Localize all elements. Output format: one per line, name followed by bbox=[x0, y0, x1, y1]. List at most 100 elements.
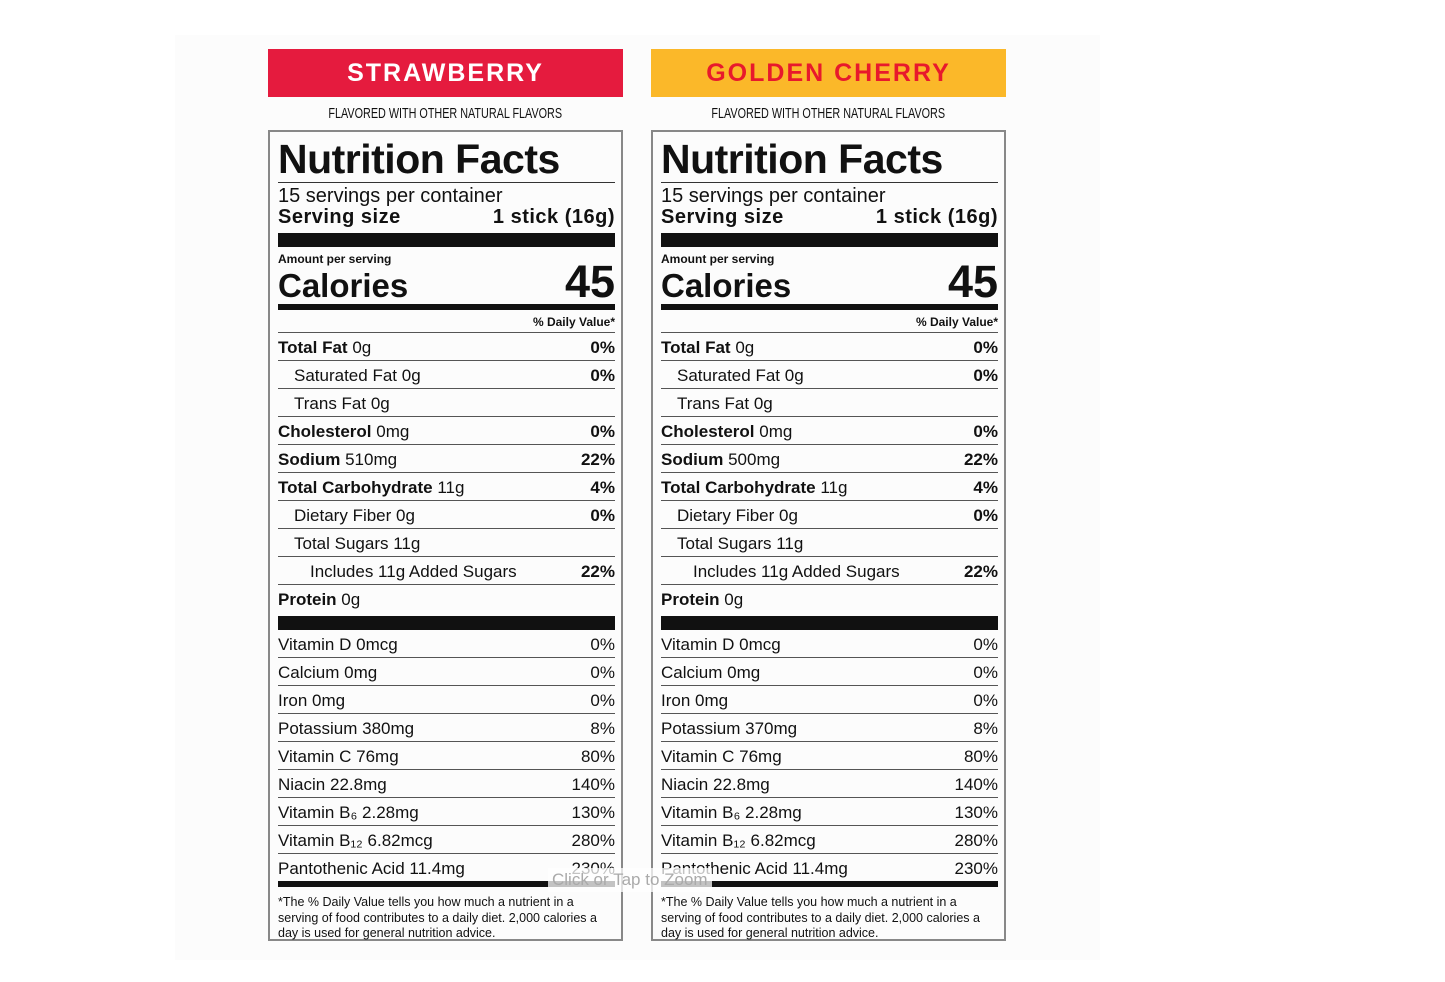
nutrient-row: Saturated Fat 0g 0% bbox=[278, 361, 615, 389]
footnote: *The % Daily Value tells you how much a … bbox=[278, 895, 597, 940]
nutrient-amount: 0g bbox=[724, 590, 744, 609]
facts-box: Nutrition Facts 15 servings per container… bbox=[651, 130, 1006, 941]
divider bbox=[278, 233, 615, 247]
nutrient-amount: 0mg bbox=[376, 422, 410, 441]
vitamin-row: Vitamin C 76mg 80% bbox=[661, 742, 998, 770]
vitamin-amount: 370mg bbox=[745, 719, 798, 738]
vitamin-dv: 8% bbox=[973, 719, 998, 738]
footnote: *The % Daily Value tells you how much a … bbox=[661, 895, 980, 940]
nutrient-amount: 0g bbox=[753, 394, 773, 413]
vitamin: Potassium 370mg bbox=[661, 714, 797, 741]
vitamin-row: Potassium 370mg 8% bbox=[661, 714, 998, 742]
vitamin-dv: 0% bbox=[973, 691, 998, 710]
nutrient-amount: 0g bbox=[779, 506, 798, 525]
nutrition-label: STRAWBERRY FLAVORED WITH OTHER NATURAL FL… bbox=[268, 49, 623, 941]
vitamin-dv: 0% bbox=[590, 691, 615, 710]
amount-per-serving: Amount per serving bbox=[661, 252, 775, 266]
serving-size-value: 1 stick (16g) bbox=[875, 206, 998, 228]
nutrient-row: Sodium 510mg 22% bbox=[278, 445, 615, 473]
vitamin-name: Niacin bbox=[661, 775, 709, 794]
nutrient-name: Includes 11g Added Sugars bbox=[310, 562, 517, 581]
nutrient-name: Saturated Fat bbox=[294, 366, 398, 385]
nutrient-name: Protein bbox=[278, 590, 337, 609]
nutrient-dv: 0% bbox=[590, 338, 615, 357]
nutrient-dv: 0% bbox=[973, 338, 998, 357]
calories: Calories 45 bbox=[278, 259, 615, 304]
nutrient-amount: 0g bbox=[784, 366, 804, 385]
nutrient: Cholesterol 0mg bbox=[278, 417, 409, 444]
divider bbox=[278, 881, 615, 887]
serving-size: Serving size 1 stick (16g) bbox=[661, 205, 998, 229]
vitamin-dv: 130% bbox=[571, 803, 615, 822]
vitamin-amount: 6.82mcg bbox=[367, 831, 433, 850]
vitamin-amount: 0mg bbox=[312, 691, 346, 710]
vitamin-amount: 0mg bbox=[727, 663, 761, 682]
vitamin-amount: 76mg bbox=[739, 747, 782, 766]
nutrient-name: Dietary Fiber bbox=[294, 506, 392, 525]
subtitle-text: FLAVORED WITH OTHER NATURAL FLAVORS bbox=[328, 105, 563, 122]
vitamin-name: Vitamin B₁₂ bbox=[661, 831, 746, 850]
vitamin: Calcium 0mg bbox=[278, 658, 377, 685]
vitamin: Vitamin C 76mg bbox=[278, 742, 399, 769]
zoom-hint[interactable]: Click or Tap to Zoom bbox=[548, 868, 712, 892]
vitamin-row: Vitamin B₆ 2.28mg 130% bbox=[278, 798, 615, 826]
serving-size: Serving size 1 stick (16g) bbox=[278, 205, 615, 229]
nutrient-name: Total Sugars bbox=[294, 534, 389, 553]
vitamin-name: Vitamin D bbox=[278, 635, 352, 654]
nutrient-dv: 0% bbox=[590, 506, 615, 525]
nutrient-row: Cholesterol 0mg 0% bbox=[661, 417, 998, 445]
vitamin-row: Calcium 0mg 0% bbox=[278, 658, 615, 686]
calories-label: Calories bbox=[661, 267, 792, 304]
vitamin: Vitamin B₆ 2.28mg bbox=[661, 798, 802, 825]
nutrient: Sodium 500mg bbox=[661, 445, 780, 472]
vitamin: Calcium 0mg bbox=[661, 658, 760, 685]
serving-size-label: Serving size bbox=[661, 206, 784, 228]
calories-value: 45 bbox=[947, 256, 998, 307]
nutrient: Protein 0g bbox=[278, 585, 360, 612]
nutrient-dv: 0% bbox=[973, 506, 998, 525]
nutrient-amount: 0g bbox=[352, 338, 372, 357]
vitamin-row: Vitamin B₆ 2.28mg 130% bbox=[661, 798, 998, 826]
nutrient: Cholesterol 0mg bbox=[661, 417, 792, 444]
servings: 15 servings per container bbox=[278, 185, 503, 207]
vitamin: Potassium 380mg bbox=[278, 714, 414, 741]
vitamin-name: Iron bbox=[661, 691, 691, 710]
facts-box: Nutrition Facts 15 servings per container… bbox=[268, 130, 623, 941]
nutrient-name: Saturated Fat bbox=[677, 366, 781, 385]
divider bbox=[661, 616, 998, 630]
nutrient-row: Total Carbohydrate 11g 4% bbox=[661, 473, 998, 501]
vitamin-amount: 0mcg bbox=[356, 635, 398, 654]
nutrient-row: Trans Fat 0g bbox=[661, 389, 998, 417]
vitamin-dv: 140% bbox=[571, 775, 615, 794]
nutrient: Dietary Fiber 0g bbox=[661, 501, 798, 528]
nutrient-dv: 0% bbox=[590, 366, 615, 385]
vitamin-amount: 11.4mg bbox=[409, 859, 465, 878]
nutrient-name: Sodium bbox=[278, 450, 341, 469]
nutrient-name: Sodium bbox=[661, 450, 724, 469]
nutrient-name: Total Carbohydrate bbox=[661, 478, 816, 497]
nutrient-row: Total Fat 0g 0% bbox=[278, 333, 615, 361]
nutrient-dv: 22% bbox=[963, 450, 998, 469]
vitamin-name: Vitamin C bbox=[661, 747, 735, 766]
nutrient-amount: 0g bbox=[370, 394, 390, 413]
nutrient-row: Total Fat 0g 0% bbox=[661, 333, 998, 361]
nutrient: Total Carbohydrate 11g bbox=[661, 473, 847, 500]
flavor-header: STRAWBERRY bbox=[268, 49, 623, 97]
nutrient-name: Trans Fat bbox=[294, 394, 367, 413]
nutrient-row: Protein 0g bbox=[278, 585, 615, 612]
nutrient: Total Carbohydrate 11g bbox=[278, 473, 464, 500]
vitamin-name: Potassium bbox=[661, 719, 741, 738]
divider bbox=[278, 616, 615, 630]
vitamin-name: Vitamin B₆ bbox=[661, 803, 741, 822]
nutrient-amount: 11g bbox=[776, 534, 804, 553]
nutrient-row: Cholesterol 0mg 0% bbox=[278, 417, 615, 445]
vitamin-row: Vitamin C 76mg 80% bbox=[278, 742, 615, 770]
vitamin-name: Calcium bbox=[278, 663, 340, 682]
nutrient: Total Sugars 11g bbox=[278, 529, 420, 556]
vitamin: Niacin 22.8mg bbox=[278, 770, 387, 797]
nutrient-row: Total Sugars 11g bbox=[661, 529, 998, 557]
vitamin: Vitamin D 0mcg bbox=[278, 630, 398, 657]
vitamin-row: Vitamin B₁₂ 6.82mcg 280% bbox=[278, 826, 615, 854]
nutrient-amount: 0g bbox=[341, 590, 361, 609]
flavor-subtitle: FLAVORED WITH OTHER NATURAL FLAVORS bbox=[268, 97, 623, 130]
